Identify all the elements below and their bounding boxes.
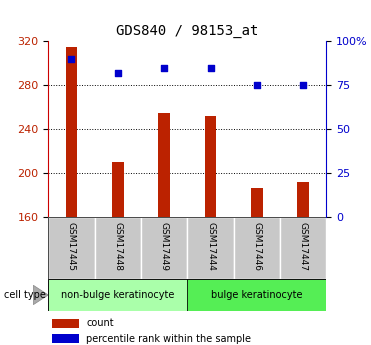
Bar [112,162,124,217]
Text: GSM17445: GSM17445 [67,222,76,271]
Bar [280,217,326,279]
Title: GDS840 / 98153_at: GDS840 / 98153_at [116,23,259,38]
Bar [251,188,263,217]
Text: count: count [86,318,114,328]
Point [254,82,260,88]
Bar [141,217,187,279]
Point [208,65,214,70]
Bar [158,113,170,217]
Bar [52,334,79,344]
Bar [187,279,326,311]
Text: GSM17449: GSM17449 [160,222,169,271]
Text: non-bulge keratinocyte: non-bulge keratinocyte [61,290,174,300]
Text: cell type: cell type [4,290,46,300]
Text: GSM17447: GSM17447 [299,222,308,271]
Bar [66,47,77,217]
Bar [234,217,280,279]
Text: GSM17444: GSM17444 [206,222,215,271]
Point [69,56,75,62]
Bar [48,279,187,311]
Bar [95,217,141,279]
Bar [298,182,309,217]
Point [301,82,306,88]
Text: GSM17446: GSM17446 [252,222,262,271]
Bar [48,217,95,279]
Text: bulge keratinocyte: bulge keratinocyte [211,290,303,300]
Bar [187,217,234,279]
Bar [52,319,79,328]
Point [161,65,167,70]
Point [115,70,121,76]
Text: GSM17448: GSM17448 [113,222,122,271]
Bar [205,116,216,217]
Text: percentile rank within the sample: percentile rank within the sample [86,334,251,344]
Polygon shape [33,285,48,305]
